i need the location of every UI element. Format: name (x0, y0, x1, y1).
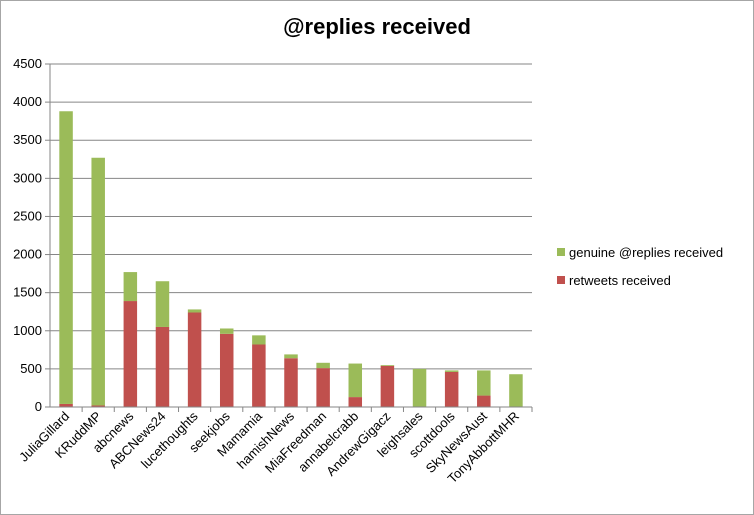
bar-segment (444, 371, 459, 407)
bar-segment (187, 312, 202, 407)
bar-segment (219, 333, 234, 407)
y-tick-label: 3000 (13, 170, 42, 185)
bar-segment (477, 395, 491, 407)
bar-segment (155, 326, 170, 407)
bar-segment (219, 328, 234, 334)
y-tick-label: 0 (35, 399, 42, 414)
y-tick-label: 1000 (13, 323, 42, 338)
legend-swatch (557, 276, 565, 284)
bar-segment (348, 363, 363, 398)
chart-title: @replies received (283, 14, 471, 39)
bar-segment (252, 335, 266, 345)
bar-segment (59, 111, 73, 404)
legend-swatch (557, 248, 565, 256)
bar-segment (509, 374, 523, 407)
y-tick-label: 500 (20, 361, 42, 376)
bar-segment (187, 309, 202, 313)
bar-segment (284, 354, 298, 359)
bar-segment (155, 281, 170, 327)
bar-segment (59, 403, 73, 407)
bar-segment (316, 368, 330, 407)
x-axis: JuliaGillardKRuddMPabcnewsABCNews24lucet… (16, 406, 533, 486)
bar-segment (91, 405, 105, 407)
bar-segment (444, 370, 459, 372)
bar-segment (284, 358, 298, 407)
bar-segment (91, 157, 105, 406)
legend: genuine @replies received retweets receiv… (557, 245, 723, 288)
y-tick-label: 4000 (13, 94, 42, 109)
bars (59, 111, 523, 407)
bar-segment (252, 344, 266, 407)
bar-segment (412, 368, 427, 407)
y-tick-label: 4500 (13, 56, 42, 71)
y-axis: 0 500 1000 1500 2000 2500 3000 3500 4000 4500 (13, 56, 51, 414)
y-tick-label: 1500 (13, 285, 42, 300)
legend-label: genuine @replies received (569, 245, 723, 260)
legend-label: retweets received (569, 273, 671, 288)
bar-segment (348, 397, 363, 407)
y-tick-label: 2500 (13, 208, 42, 223)
y-tick-label: 3500 (13, 132, 42, 147)
bar-segment (380, 365, 395, 366)
bar-segment (316, 362, 330, 369)
gridlines (50, 63, 532, 370)
bar-segment (380, 365, 395, 407)
y-tick-label: 2000 (13, 247, 42, 262)
bar-segment (123, 272, 138, 302)
bar-segment (477, 370, 491, 396)
bar-segment (123, 301, 138, 407)
